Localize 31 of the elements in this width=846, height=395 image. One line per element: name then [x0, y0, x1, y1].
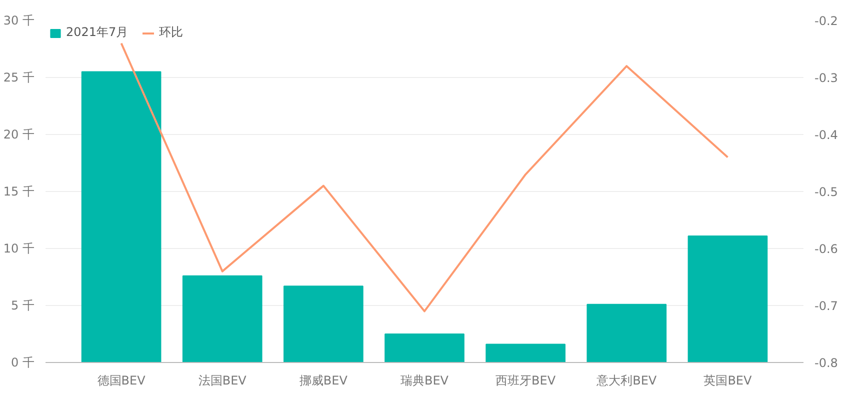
bar — [586, 304, 667, 362]
bar — [284, 286, 364, 362]
y-tick-label: 30 千 — [3, 14, 35, 28]
y2-tick-label: -0.5 — [814, 185, 838, 199]
x-tick-label: 德国BEV — [97, 374, 146, 388]
x-tick-label: 西班牙BEV — [496, 374, 556, 388]
y-tick-label: 25 千 — [3, 70, 35, 84]
legend-label: 2021年7月 — [66, 24, 128, 41]
bar — [688, 235, 768, 362]
x-tick-label: 挪威BEV — [299, 374, 348, 388]
bar — [486, 344, 566, 362]
bar — [384, 334, 464, 362]
y-tick-label: 5 千 — [11, 298, 35, 312]
y2-tick-label: -0.4 — [814, 128, 838, 142]
bar — [182, 275, 262, 362]
x-tick-label: 意大利BEV — [596, 374, 658, 388]
x-tick-label: 法国BEV — [198, 374, 248, 388]
x-tick-label: 英国BEV — [704, 374, 753, 388]
bar — [81, 71, 162, 362]
y-tick-label: 0 千 — [11, 356, 35, 370]
y-tick-label: 20 千 — [3, 128, 35, 142]
legend-label: 环比 — [159, 24, 184, 41]
y-tick-label: 10 千 — [3, 242, 35, 256]
y2-tick-label: -0.2 — [814, 14, 838, 28]
y2-tick-label: -0.6 — [814, 242, 838, 256]
y2-tick-label: -0.8 — [814, 356, 838, 370]
x-tick-label: 瑞典BEV — [400, 374, 450, 388]
y2-tick-label: -0.3 — [814, 71, 838, 85]
y2-tick-label: -0.7 — [814, 299, 838, 313]
line-series — [120, 42, 729, 312]
y-tick-label: 15 千 — [3, 184, 35, 198]
